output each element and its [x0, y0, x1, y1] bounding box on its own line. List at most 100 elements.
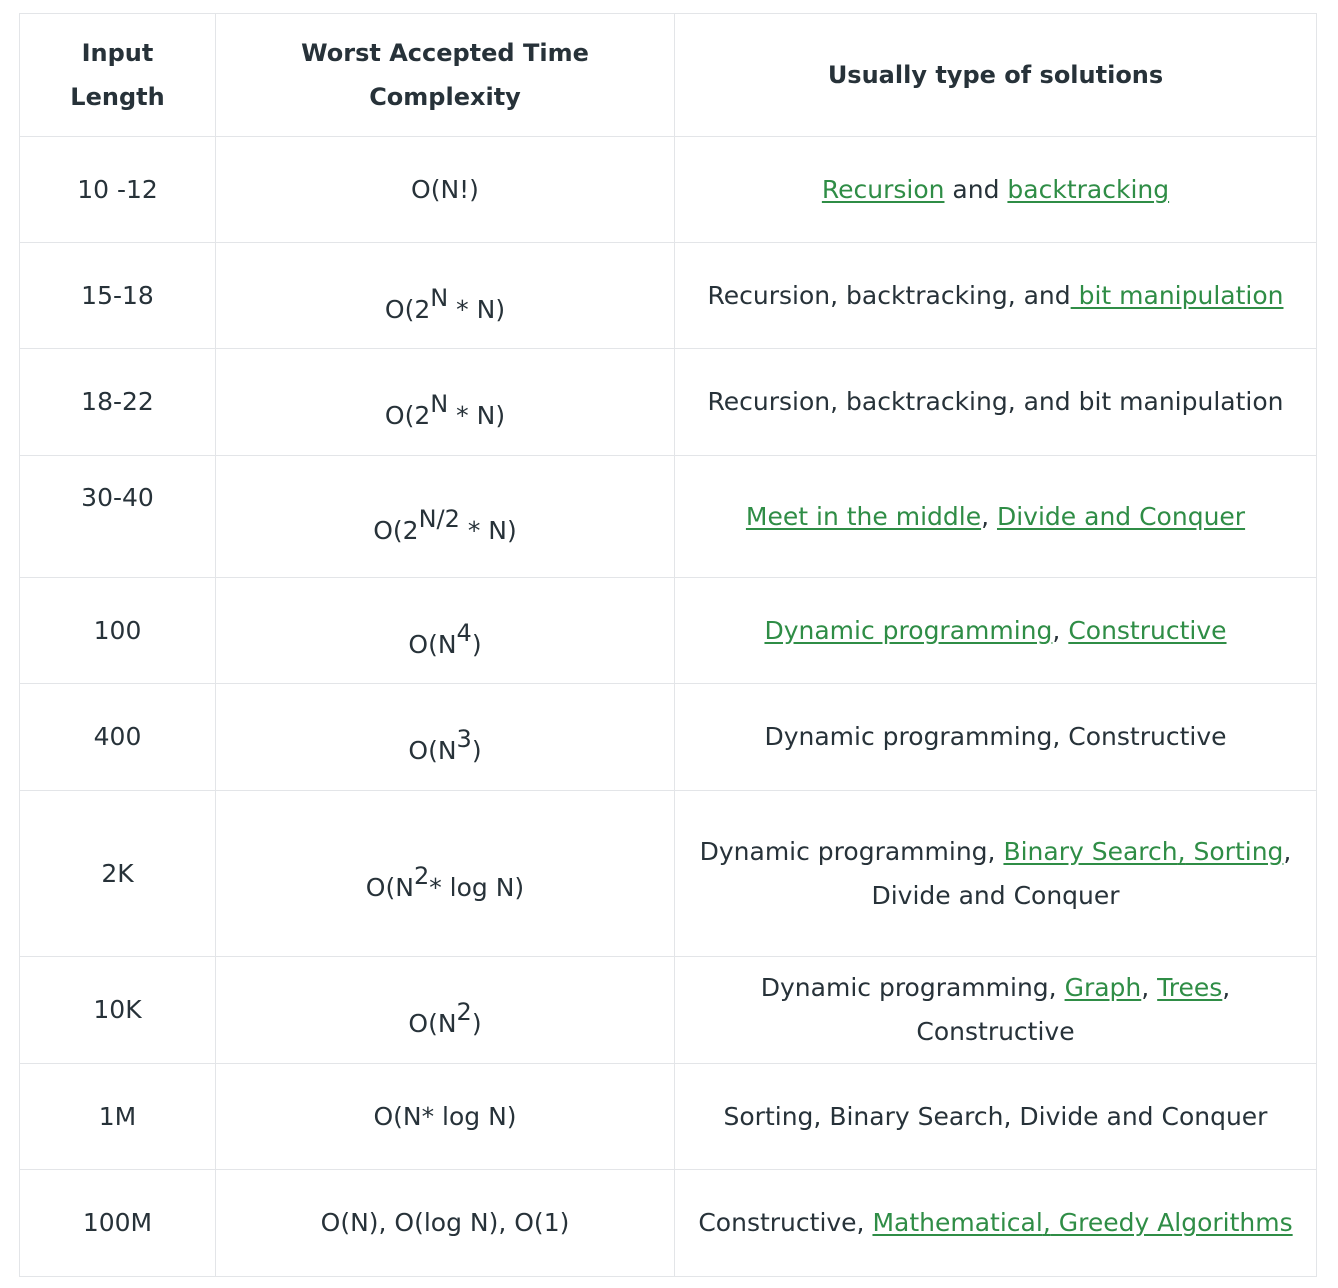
- cell-time-complexity: O(2N/2 * N): [215, 455, 675, 578]
- complexity-exponent: 2: [456, 998, 472, 1026]
- complexity-expression: O(N* log N): [373, 1102, 516, 1131]
- complexity-text: O(2: [384, 401, 431, 430]
- solution-link[interactable]: Trees: [1157, 973, 1223, 1002]
- solution-text: Dynamic programming,: [760, 973, 1065, 1002]
- complexity-text: * N): [459, 515, 517, 545]
- complexity-text: ): [471, 629, 482, 659]
- cell-input-length: 100M: [19, 1169, 216, 1277]
- cell-solution-types: Sorting, Binary Search, Divide and Conqu…: [674, 1063, 1317, 1170]
- complexity-exponent: N: [430, 283, 449, 312]
- cell-input-length: 1M: [19, 1063, 216, 1170]
- cell-time-complexity: O(2N * N): [215, 242, 675, 349]
- table-row: 10K O(N2) Dynamic programming, Graph, Tree…: [19, 956, 1317, 1064]
- solution-text: Constructive,: [698, 1208, 873, 1237]
- table-row: 400 O(N3) Dynamic programming, Constructiv…: [19, 683, 1317, 791]
- cell-input-length: 30-40: [19, 455, 216, 578]
- solution-link[interactable]: Sorting: [1185, 836, 1284, 866]
- solution-text: Dynamic programming, Constructive: [764, 722, 1227, 751]
- complexity-exponent: 4: [456, 618, 472, 647]
- table-row: 15-18 O(2N * N) Recursion, backtracking, a…: [19, 242, 1317, 349]
- complexity-expression: O(N2): [408, 1000, 482, 1038]
- table-row: 18-22 O(2N * N) Recursion, backtracking, a…: [19, 348, 1317, 456]
- table-row: 30-40 O(2N/2 * N) Meet in the middle, Divi…: [19, 455, 1317, 578]
- solution-link[interactable]: Constructive: [1068, 615, 1227, 645]
- solution-text: Sorting, Binary Search, Divide and Conqu…: [723, 1101, 1268, 1131]
- cell-input-length: 100: [19, 577, 216, 684]
- complexity-text: O(N!): [411, 174, 479, 204]
- complexity-expression: O(2N * N): [384, 392, 506, 430]
- complexity-expression: O(N2* log N): [365, 864, 525, 902]
- complexity-exponent: 2: [413, 861, 430, 890]
- header-solution-types: Usually type of solutions: [674, 13, 1317, 137]
- solution-link[interactable]: ,: [1042, 1208, 1051, 1237]
- solution-text: Dynamic programming,: [699, 836, 1004, 866]
- complexity-table: Input Length Worst Accepted Time Complex…: [19, 13, 1317, 1277]
- cell-time-complexity: O(N), O(log N), O(1): [215, 1169, 675, 1277]
- complexity-text: ): [471, 1009, 482, 1038]
- cell-solution-types: Meet in the middle, Divide and Conquer: [674, 455, 1317, 578]
- solution-text: ,: [981, 501, 997, 531]
- complexity-text: * log N): [429, 872, 525, 902]
- complexity-expression: O(N4): [408, 621, 482, 659]
- header-input-length: Input Length: [19, 13, 216, 137]
- complexity-expression: O(N!): [411, 175, 479, 204]
- solution-link[interactable]: Recursion: [821, 174, 945, 204]
- cell-solution-types: Dynamic programming, Constructive: [674, 683, 1317, 791]
- header-time-complexity: Worst Accepted Time Complexity: [215, 13, 675, 137]
- cell-solution-types: Dynamic programming, Constructive: [674, 577, 1317, 684]
- cell-time-complexity: O(N* log N): [215, 1063, 675, 1170]
- complexity-text: O(N: [408, 736, 457, 765]
- complexity-text: O(N* log N): [373, 1101, 517, 1131]
- complexity-text: * N): [448, 294, 506, 324]
- complexity-expression: O(N3): [408, 727, 481, 765]
- complexity-text: O(N: [408, 1009, 457, 1038]
- solution-text: ,: [1052, 615, 1069, 645]
- complexity-exponent: 3: [456, 725, 472, 753]
- cell-solution-types: Recursion, backtracking, and bit manipul…: [674, 242, 1317, 349]
- solution-text: , Constructive: [916, 973, 1231, 1046]
- complexity-text: O(N), O(log N), O(1): [320, 1208, 570, 1237]
- solution-link[interactable]: Mathematical: [872, 1208, 1043, 1237]
- solution-link[interactable]: backtracking: [1007, 174, 1170, 204]
- solution-link[interactable]: bit manipulation: [1070, 280, 1284, 310]
- cell-time-complexity: O(N3): [215, 683, 675, 791]
- solution-link[interactable]: Meet in the middle: [745, 501, 982, 531]
- solution-text: , Divide and Conquer: [871, 836, 1292, 910]
- complexity-expression: O(2N/2 * N): [373, 507, 517, 545]
- cell-input-length: 10K: [19, 956, 216, 1064]
- table-row: 100 O(N4) Dynamic programming, Constructiv…: [19, 577, 1317, 684]
- cell-input-length: 400: [19, 683, 216, 791]
- cell-solution-types: Dynamic programming, Binary Search, Sort…: [674, 790, 1317, 957]
- solution-link[interactable]: Divide and Conquer: [996, 501, 1246, 531]
- complexity-exponent: N: [430, 390, 449, 418]
- solution-text: ,: [1141, 973, 1158, 1002]
- cell-input-length: 2K: [19, 790, 216, 957]
- complexity-expression: O(N), O(log N), O(1): [321, 1208, 570, 1237]
- complexity-text: O(2: [373, 515, 419, 545]
- complexity-text: * N): [448, 401, 506, 430]
- cell-input-length: 18-22: [19, 348, 216, 456]
- cell-input-length: 15-18: [19, 242, 216, 349]
- solution-link[interactable]: Binary Search: [1003, 836, 1178, 866]
- solution-text: Recursion, backtracking, and bit manipul…: [707, 387, 1284, 416]
- table-row: 1M O(N* log N) Sorting, Binary Search, Div…: [19, 1063, 1317, 1170]
- solution-link[interactable]: Greedy Algorithms: [1050, 1208, 1293, 1237]
- complexity-exponent: N/2: [418, 504, 460, 533]
- solution-link[interactable]: Dynamic programming: [764, 615, 1053, 645]
- cell-time-complexity: O(N2): [215, 956, 675, 1064]
- complexity-text: O(N: [408, 629, 457, 659]
- table-row: 100M O(N), O(log N), O(1) Constructive, Ma…: [19, 1169, 1317, 1277]
- cell-input-length: 10 -12: [19, 136, 216, 243]
- table-body: 10 -12 O(N!) Recursion and backtracking 15-…: [19, 136, 1317, 1277]
- cell-solution-types: Recursion, backtracking, and bit manipul…: [674, 348, 1317, 456]
- solution-link[interactable]: Graph: [1064, 973, 1142, 1002]
- cell-time-complexity: O(N2* log N): [215, 790, 675, 957]
- table-row: 10 -12 O(N!) Recursion and backtracking: [19, 136, 1317, 243]
- solution-link[interactable]: ,: [1177, 836, 1186, 866]
- complexity-expression: O(2N * N): [384, 286, 506, 324]
- cell-solution-types: Dynamic programming, Graph, Trees, Const…: [674, 956, 1317, 1064]
- header-row: Input Length Worst Accepted Time Complex…: [19, 13, 1317, 137]
- cell-time-complexity: O(N4): [215, 577, 675, 684]
- complexity-text: O(N: [365, 872, 414, 902]
- complexity-text: O(2: [384, 294, 431, 324]
